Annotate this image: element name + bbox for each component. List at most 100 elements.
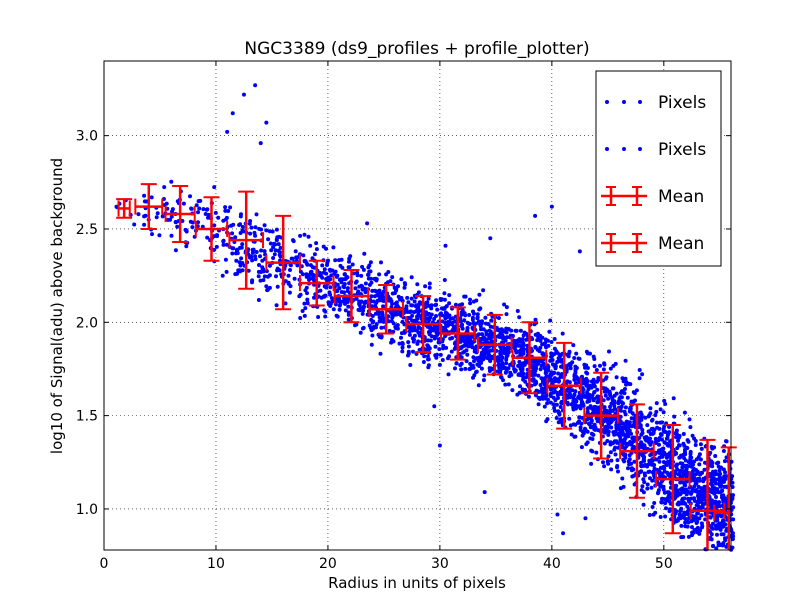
pixel-point — [710, 501, 715, 506]
pixel-point — [538, 367, 543, 372]
pixel-point — [432, 316, 437, 321]
pixel-point — [608, 404, 612, 409]
pixel-point — [278, 245, 283, 250]
pixel-point — [716, 541, 721, 546]
pixel-point — [690, 486, 695, 491]
pixel-point — [648, 406, 653, 411]
pixel-point — [362, 300, 367, 305]
pixel-point — [442, 297, 447, 302]
pixel-point — [347, 259, 351, 264]
pixel-point — [440, 358, 445, 362]
pixel-point — [674, 509, 679, 514]
pixel-point — [592, 364, 597, 369]
pixel-point — [675, 446, 680, 451]
pixel-point — [268, 241, 273, 246]
pixel-point — [654, 409, 659, 414]
pixel-point — [223, 205, 228, 210]
pixel-point — [713, 469, 718, 474]
x-tick-label: 50 — [655, 556, 673, 572]
pixel-point — [538, 345, 543, 350]
pixel-point — [240, 225, 245, 229]
pixel-point — [407, 329, 412, 334]
pixel-point — [614, 391, 619, 396]
pixel-point — [558, 359, 563, 364]
pixel-point — [432, 404, 437, 409]
pixel-point — [504, 354, 509, 359]
pixel-point — [265, 288, 270, 293]
pixel-point — [196, 210, 200, 215]
pixel-point — [533, 372, 538, 377]
pixel-point — [649, 427, 654, 431]
pixel-point — [630, 446, 635, 451]
pixel-point — [411, 339, 416, 344]
pixel-point — [543, 395, 548, 399]
pixel-point — [731, 517, 736, 522]
pixel-point — [692, 459, 697, 464]
pixel-point — [548, 318, 553, 323]
pixel-point — [500, 355, 505, 360]
pixel-point — [453, 366, 457, 371]
pixel-point — [276, 242, 281, 247]
pixel-point — [671, 396, 676, 401]
pixel-point — [616, 469, 620, 474]
pixel-point — [661, 410, 666, 415]
pixel-point — [360, 284, 365, 289]
pixel-point — [358, 330, 363, 335]
pixel-point — [723, 522, 728, 527]
pixel-point — [659, 500, 664, 505]
pixel-point — [480, 357, 485, 362]
mean-errorbar — [134, 183, 164, 230]
pixel-point — [256, 269, 261, 274]
pixel-point — [201, 207, 206, 212]
pixel-point — [212, 247, 217, 252]
pixel-point — [693, 439, 698, 443]
pixel-point — [361, 267, 366, 272]
pixel-point — [623, 405, 628, 410]
pixel-point — [552, 337, 557, 341]
pixel-point — [641, 502, 646, 507]
pixel-point — [660, 437, 664, 442]
pixel-point — [306, 234, 311, 239]
pixel-point — [603, 393, 608, 398]
pixel-point — [264, 228, 269, 233]
pixel-point — [345, 286, 350, 291]
mean-errorbar — [333, 269, 370, 324]
pixel-point — [471, 355, 476, 360]
pixel-point — [594, 368, 599, 372]
pixel-point — [269, 248, 274, 253]
pixel-point — [642, 444, 647, 449]
pixel-point — [497, 370, 502, 375]
pixel-point — [272, 252, 277, 257]
pixel-point — [602, 441, 607, 446]
pixel-point — [715, 461, 719, 466]
pixel-point — [604, 416, 609, 421]
pixel-point — [354, 296, 359, 301]
pixel-point — [379, 325, 384, 330]
pixel-point — [653, 413, 658, 418]
pixel-point — [672, 414, 677, 419]
pixel-point — [395, 303, 400, 308]
pixel-point — [427, 281, 432, 286]
pixel-point — [721, 477, 726, 482]
pixel-point — [452, 346, 457, 351]
x-tick-labels: 0 10 20 30 40 50 — [100, 556, 673, 572]
pixel-point — [288, 284, 293, 289]
pixel-point — [679, 535, 684, 540]
pixel-point — [713, 454, 718, 458]
pixel-point — [230, 246, 235, 251]
pixel-point — [624, 382, 628, 387]
pixel-point — [475, 356, 480, 361]
pixel-point — [537, 349, 542, 354]
pixel-point — [372, 276, 377, 281]
pixel-point — [400, 319, 405, 324]
pixel-point — [688, 451, 693, 456]
pixel-point — [616, 399, 621, 404]
pixel-point — [347, 256, 352, 261]
pixel-point — [448, 336, 453, 341]
pixel-point — [556, 420, 561, 425]
pixel-point — [213, 210, 218, 215]
pixel-point — [223, 257, 228, 262]
pixel-point — [648, 436, 652, 441]
pixel-point — [622, 459, 627, 464]
pixel-point — [657, 455, 662, 460]
